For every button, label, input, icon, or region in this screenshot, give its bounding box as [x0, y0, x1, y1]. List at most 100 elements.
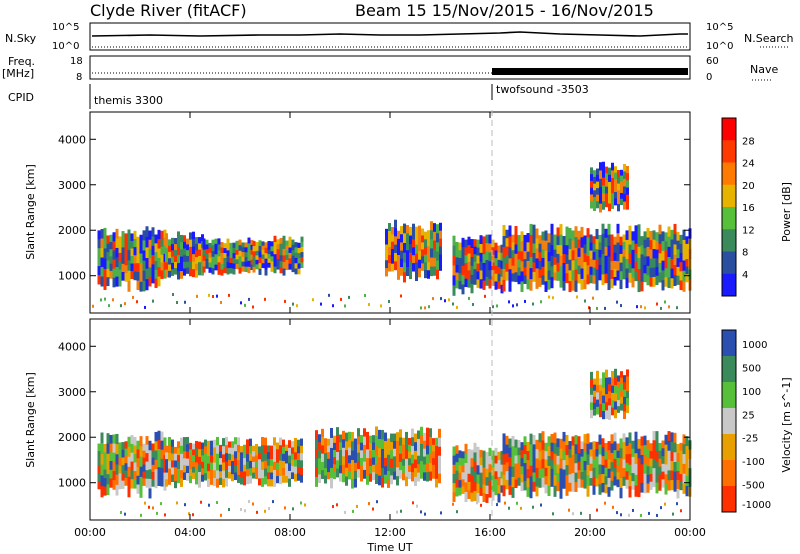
echo-cell [479, 449, 483, 458]
echo-cell [610, 452, 614, 463]
echo-cell [252, 256, 256, 263]
echo-cell [556, 245, 560, 255]
echo-cell [427, 230, 430, 239]
echo-cell [502, 279, 506, 292]
echo-cell [464, 239, 468, 248]
echo-cell [127, 280, 131, 292]
echo-cell [655, 267, 659, 277]
echo-cell [121, 231, 125, 240]
echo-cell [231, 447, 234, 455]
echo-cell [412, 231, 415, 240]
echo-cell [592, 267, 596, 276]
echo-cell [360, 465, 363, 474]
echo-cell [652, 277, 656, 287]
echo-cell [526, 251, 530, 262]
echo-cell [602, 161, 605, 171]
echo-cell [205, 253, 209, 260]
echo-cell [255, 259, 259, 265]
echo-cell [324, 475, 327, 484]
echo-cell [387, 454, 390, 464]
echo-cell [593, 190, 596, 198]
echo-cell [467, 481, 471, 491]
echo-cell [544, 240, 548, 252]
echo-cell [497, 266, 501, 275]
echo-cell [646, 256, 650, 267]
echo-cell [550, 442, 554, 452]
echo-cell [211, 268, 215, 275]
echo-cell [640, 454, 644, 465]
echo-cell [267, 249, 271, 255]
echo-cell [464, 491, 468, 503]
echo-cell [240, 446, 243, 453]
echo-cell [595, 441, 599, 450]
echo-cell [351, 469, 354, 480]
echo-cell [623, 201, 626, 210]
echo-cell [550, 451, 554, 461]
echo-cell [623, 389, 626, 398]
near-range-scatter [344, 510, 346, 514]
near-range-scatter [664, 300, 666, 304]
echo-cell [571, 463, 575, 474]
echo-cell [405, 449, 408, 460]
echo-cell [202, 266, 206, 273]
echo-cell [617, 381, 620, 389]
echo-cell [529, 223, 533, 236]
echo-cell [171, 474, 174, 482]
near-range-scatter [292, 507, 294, 511]
echo-cell [97, 458, 101, 467]
echo-cell [381, 458, 384, 469]
echo-cell [139, 244, 143, 255]
echo-cell [473, 261, 477, 270]
echo-cell [439, 230, 442, 240]
echo-cell [500, 244, 504, 254]
echo-cell [327, 445, 330, 453]
echo-cell [485, 243, 489, 253]
echo-cell [121, 449, 125, 459]
echo-cell [127, 456, 131, 468]
echo-cell [142, 478, 146, 486]
echo-cell [420, 426, 423, 436]
echo-cell [127, 486, 131, 498]
echo-cell [547, 436, 551, 447]
echo-cell [133, 462, 137, 472]
echo-cell [559, 245, 563, 257]
echo-cell [157, 239, 161, 250]
echo-cell [547, 456, 551, 467]
near-range-scatter [456, 305, 458, 309]
echo-cell [330, 477, 333, 489]
echo-cell [643, 248, 647, 258]
echo-cell [273, 461, 276, 471]
echo-cell [177, 247, 180, 256]
echo-cell [550, 477, 554, 487]
echo-cell [619, 262, 623, 272]
echo-cell [372, 442, 375, 451]
echo-cell [300, 241, 304, 248]
echo-cell [318, 458, 321, 467]
echo-cell [186, 473, 189, 481]
echo-cell [432, 471, 435, 479]
echo-cell [247, 255, 251, 262]
echo-cell [547, 485, 551, 497]
echo-cell [297, 439, 300, 447]
echo-cell [234, 444, 237, 452]
echo-cell [476, 446, 480, 457]
echo-cell [626, 405, 629, 413]
echo-cell [324, 438, 327, 447]
echo-cell [396, 449, 399, 460]
echo-cell [219, 477, 222, 485]
echo-cell [622, 234, 626, 243]
echo-cell [220, 247, 224, 254]
echo-cell [258, 452, 261, 460]
echo-cell [205, 258, 209, 265]
echo-cell [544, 260, 548, 272]
echo-cell [565, 475, 569, 486]
echo-cell [148, 239, 152, 250]
echo-cell [604, 246, 608, 257]
power-colorbar-swatch [722, 273, 736, 297]
near-range-scatter [296, 304, 298, 308]
echo-cell [646, 474, 650, 485]
near-range-scatter [284, 299, 286, 303]
echo-cell [622, 256, 626, 265]
echo-cell [415, 226, 418, 237]
echo-cell [279, 243, 283, 251]
